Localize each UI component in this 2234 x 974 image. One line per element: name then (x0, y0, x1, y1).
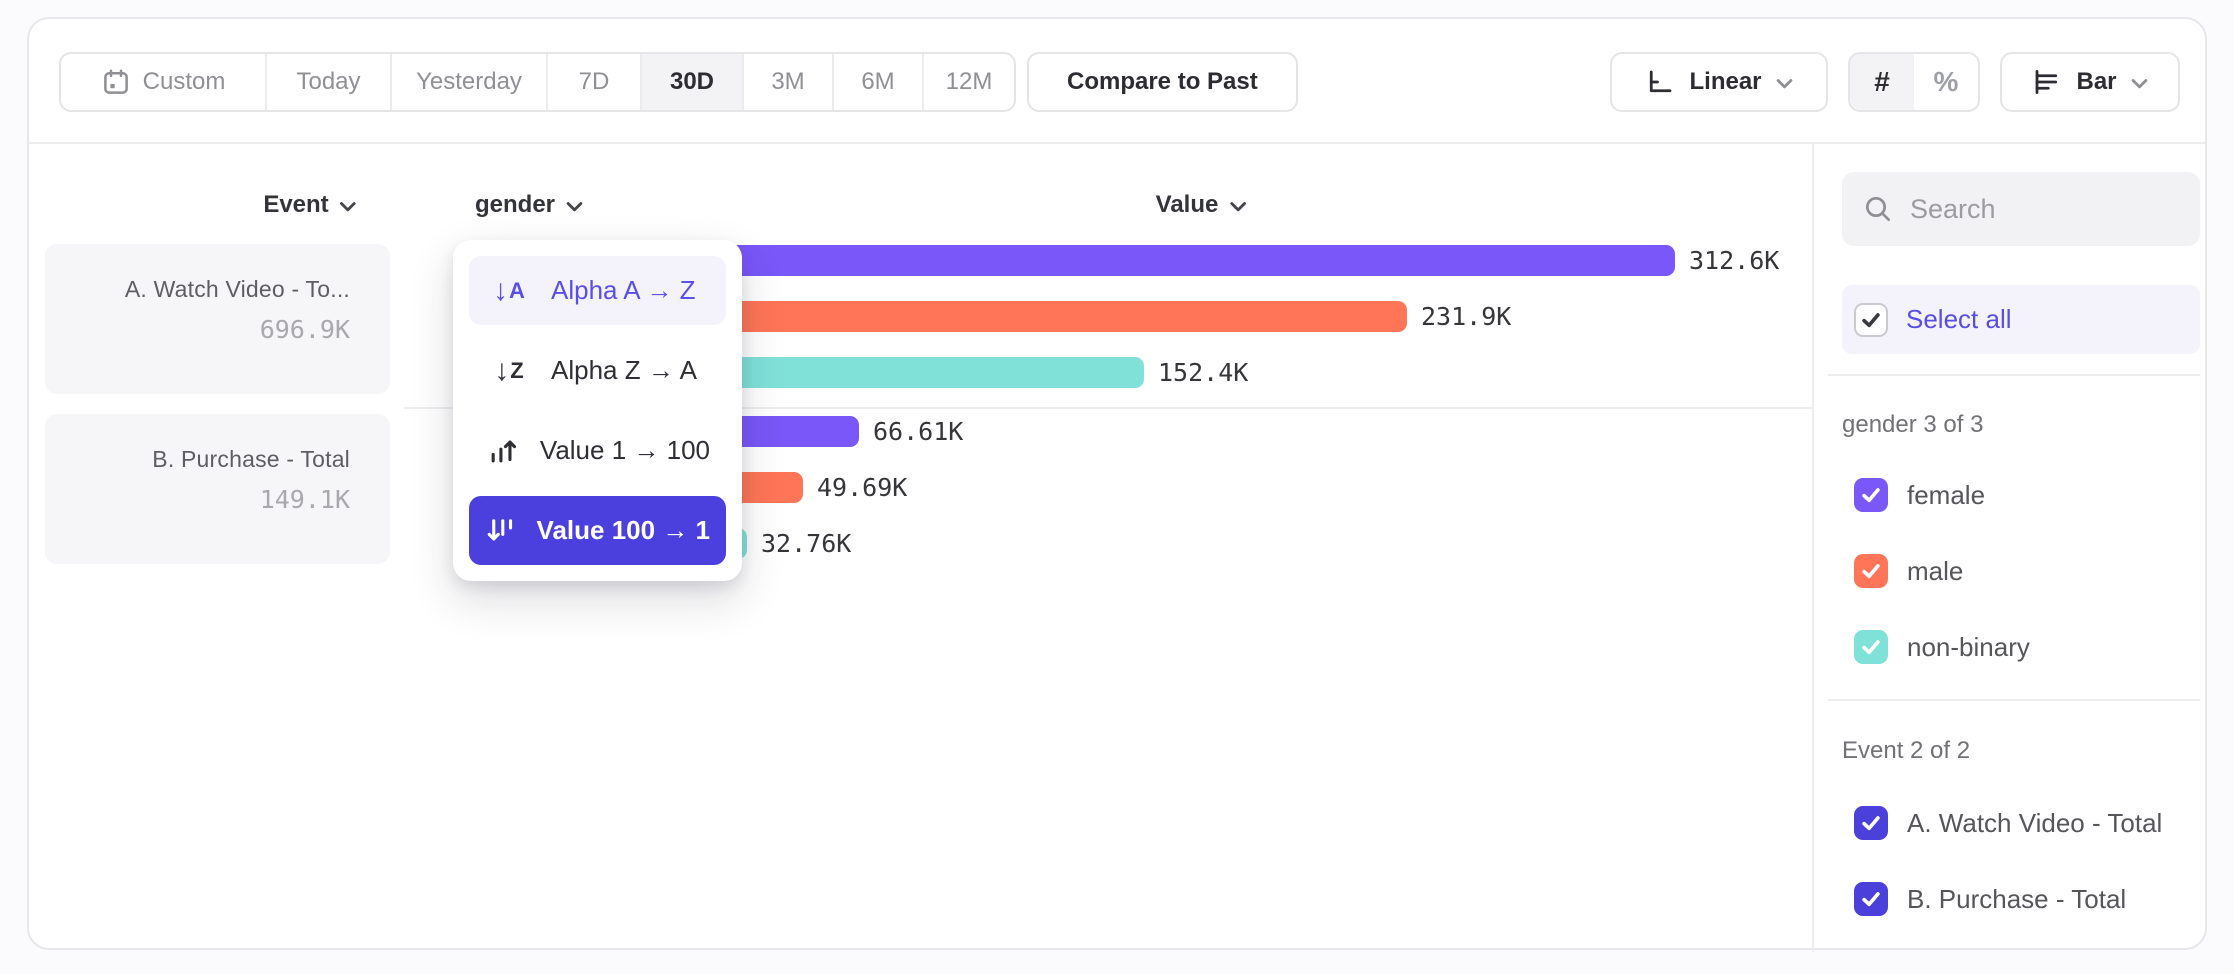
event-card-title: B. Purchase - Total (152, 446, 350, 472)
select-all-row[interactable]: Select all (1842, 285, 2200, 354)
sort-option-value-1-100[interactable]: Value 1 → 100 (469, 416, 726, 485)
filter-label: B. Purchase - Total (1907, 883, 2127, 914)
chevron-down-icon (566, 201, 583, 213)
date-range-label: 12M (945, 68, 993, 95)
sort-option-label: Value 100 → 1 (536, 515, 710, 545)
scale-label: Linear (1689, 68, 1762, 95)
date-range-label: Custom (142, 68, 226, 95)
compare-to-past-label: Compare to Past (1067, 68, 1258, 95)
chart-type-label: Bar (2076, 68, 2117, 95)
filter-label: male (1907, 555, 1964, 586)
chevron-down-icon (340, 201, 357, 213)
value-column-label: Value (1155, 191, 1219, 218)
filter-group-title-event: Event 2 of 2 (1842, 737, 1971, 764)
date-range-custom[interactable]: Custom (61, 54, 267, 110)
hash-icon: # (1874, 66, 1890, 97)
sort-option-alpha-z-a[interactable]: ↓ Z Alpha Z → A (469, 336, 726, 405)
date-range-30d[interactable]: 30D (642, 54, 744, 110)
filter-row-female[interactable]: female (1854, 478, 1985, 512)
event-column-label: Event (263, 191, 329, 218)
checkbox-b-purchase-total[interactable] (1854, 882, 1888, 916)
sidebar-border (1812, 142, 1814, 952)
chevron-down-icon (1229, 201, 1246, 213)
sort-value-desc-icon (485, 515, 519, 546)
filter-row-b-purchase-total[interactable]: B. Purchase - Total (1854, 882, 2126, 916)
percent-values-toggle[interactable]: % (1914, 54, 1978, 110)
scale-selector-button[interactable]: Linear (1610, 52, 1828, 112)
checkbox-female[interactable] (1854, 478, 1888, 512)
percent-icon: % (1933, 66, 1959, 97)
event-card-value: 149.1K (259, 485, 350, 514)
sort-option-value-100-1[interactable]: Value 100 → 1 (469, 496, 726, 565)
filter-label: A. Watch Video - Total (1907, 807, 2163, 838)
bar-value-label: 32.76K (761, 529, 852, 558)
event-card-title: A. Watch Video - To... (124, 276, 350, 302)
search-input[interactable] (1910, 193, 2180, 225)
gender-column-label: gender (474, 191, 556, 218)
date-range-selector: Custom Today Yesterday 7D 30D 3M 6M 12M (59, 52, 1016, 112)
date-range-6m[interactable]: 6M (834, 54, 924, 110)
select-all-checkbox[interactable] (1854, 302, 1888, 337)
checkbox-a-watch-video-total[interactable] (1854, 806, 1888, 840)
column-header-event[interactable]: Event (263, 187, 356, 223)
date-range-12m[interactable]: 12M (924, 54, 1014, 110)
sort-option-label: Value 1 → 100 (539, 435, 710, 465)
bar-value-label: 49.69K (817, 473, 908, 502)
sidebar-divider (1828, 699, 2200, 701)
sort-option-alpha-a-z[interactable]: ↓ A Alpha A → Z (469, 256, 726, 325)
date-range-yesterday[interactable]: Yesterday (392, 54, 548, 110)
date-range-7d[interactable]: 7D (548, 54, 642, 110)
select-all-label: Select all (1906, 304, 2012, 334)
insights-report-card: Custom Today Yesterday 7D 30D 3M 6M 12M Compare… (27, 17, 2207, 952)
value-format-toggle: # % (1848, 52, 1980, 112)
filter-label: female (1907, 479, 1986, 510)
bar-value-label: 152.4K (1158, 358, 1249, 387)
compare-to-past-button[interactable]: Compare to Past (1027, 52, 1298, 112)
chevron-down-icon (1776, 78, 1793, 90)
date-range-label: 30D (669, 68, 715, 95)
sort-option-label: Alpha A → Z (551, 275, 696, 305)
calendar-icon (101, 67, 131, 97)
date-range-label: 6M (861, 68, 895, 95)
sidebar-divider (1828, 374, 2200, 376)
toolbar-divider (29, 142, 2205, 144)
column-header-value[interactable]: Value (1156, 187, 1247, 223)
date-range-today[interactable]: Today (267, 54, 392, 110)
checkbox-male[interactable] (1854, 554, 1888, 588)
linear-axis-icon (1645, 67, 1675, 97)
filter-row-non-binary[interactable]: non-binary (1854, 630, 2030, 664)
date-range-label: 3M (771, 68, 805, 95)
checkbox-non-binary[interactable] (1854, 630, 1888, 664)
sort-alpha-desc-icon: ↓ Z (494, 353, 524, 387)
sort-dropdown-menu: ↓ A Alpha A → Z ↓ Z Alpha Z → A Value 1 → 100 V… (453, 240, 742, 581)
sort-option-label: Alpha Z → A (551, 355, 697, 385)
bar-female-a-watch-vi[interactable] (638, 245, 1675, 276)
date-range-label: Today (296, 68, 361, 95)
filter-label: non-binary (1907, 631, 2030, 662)
bar-value-label: 231.9K (1421, 302, 1512, 331)
date-range-label: Yesterday (416, 68, 522, 95)
bar-value-label: 312.6K (1689, 246, 1780, 275)
toolbar: Custom Today Yesterday 7D 30D 3M 6M 12M Compare… (29, 19, 2205, 144)
bar-chart-icon (2032, 67, 2062, 97)
sort-alpha-asc-icon: ↓ A (493, 273, 525, 307)
bar-male-a-watch-vi[interactable] (638, 301, 1407, 332)
filter-row-male[interactable]: male (1854, 554, 1963, 588)
event-card-a-watch-video[interactable]: A. Watch Video - To... 696.9K (45, 244, 390, 394)
sort-value-asc-icon (485, 435, 522, 466)
filter-group-title-gender: gender 3 of 3 (1842, 411, 1984, 438)
event-card-b-purchase[interactable]: B. Purchase - Total 149.1K (45, 414, 390, 564)
chevron-down-icon (2131, 78, 2148, 90)
event-card-value: 696.9K (259, 315, 350, 344)
date-range-3m[interactable]: 3M (744, 54, 834, 110)
chart-type-button[interactable]: Bar (2000, 52, 2180, 112)
column-header-gender[interactable]: gender (475, 187, 583, 223)
sidebar-search (1842, 172, 2200, 246)
filter-row-a-watch-video-total[interactable]: A. Watch Video - Total (1854, 806, 2162, 840)
date-range-label: 7D (578, 68, 610, 95)
chart-group-divider (404, 407, 1812, 409)
bar-value-label: 66.61K (873, 417, 964, 446)
absolute-values-toggle[interactable]: # (1850, 54, 1914, 110)
search-icon (1862, 193, 1894, 225)
